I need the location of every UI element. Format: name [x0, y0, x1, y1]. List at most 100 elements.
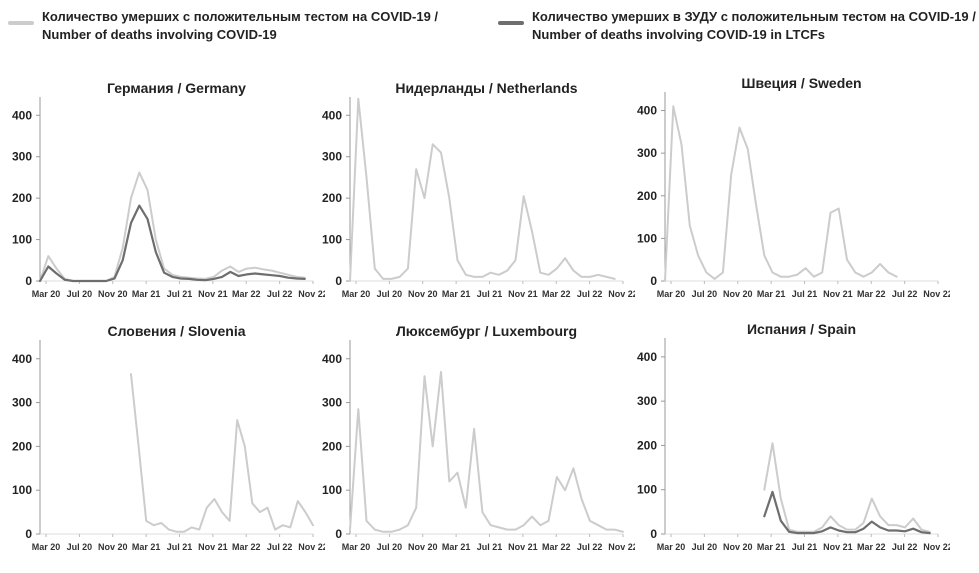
legend-swatch-all-deaths [8, 21, 34, 25]
chart-spain-series-ltcf-deaths-line [763, 490, 931, 535]
chart-germany-x-tick-label: Jul 22 [267, 289, 293, 299]
chart-spain-y-tick-label: 400 [637, 350, 657, 364]
chart-spain-y-tick-label: 300 [637, 394, 657, 408]
chart-sweden-title: Швеция / Sweden [741, 75, 861, 91]
chart-luxembourg-x-tick-label: Jul 21 [477, 542, 503, 552]
chart-sweden-x-tick-label: Nov 20 [723, 289, 753, 299]
chart-netherlands-x-tick-label: Nov 20 [408, 289, 438, 299]
chart-slovenia: Словения / Slovenia 0 100 200 300 400 Mar 20 Ju… [5, 318, 325, 573]
chart-luxembourg-y-tick-label: 200 [322, 439, 342, 453]
chart-germany-x-tick-label: Jul 20 [67, 289, 93, 299]
chart-sweden-x-tick-label: Jul 21 [792, 289, 818, 299]
chart-slovenia-y-tick-label: 0 [25, 527, 32, 541]
chart-netherlands: Нидерланды / Netherlands 0 100 200 300 400 Mar… [315, 75, 635, 330]
chart-germany-x-tick-label: Mar 21 [132, 289, 161, 299]
chart-spain-y-tick-label: 100 [637, 483, 657, 497]
chart-spain-x-tick-label: Jul 20 [692, 542, 718, 552]
chart-slovenia-x-tick-label: Nov 22 [298, 542, 325, 552]
chart-germany-x-tick-label: Nov 20 [98, 289, 128, 299]
chart-slovenia-x-tick-label: Jul 21 [167, 542, 193, 552]
chart-luxembourg-y-tick-label: 400 [322, 352, 342, 366]
chart-luxembourg-x-tick-label: Mar 21 [442, 542, 471, 552]
chart-spain-series-all-deaths-line [763, 442, 931, 533]
chart-netherlands-y-tick-label: 300 [322, 150, 342, 164]
chart-germany-x-tick-label: Jul 21 [167, 289, 193, 299]
chart-sweden-y-tick-label: 200 [637, 189, 657, 203]
chart-luxembourg-x-tick-label: Nov 20 [408, 542, 438, 552]
chart-netherlands-x-tick-label: Mar 21 [442, 289, 471, 299]
chart-germany-x-tick-label: Mar 20 [32, 289, 61, 299]
chart-spain-title: Испания / Spain [747, 321, 856, 337]
chart-sweden-x-tick-label: Mar 21 [757, 289, 786, 299]
chart-sweden-y-tick-label: 400 [637, 104, 657, 118]
chart-germany-x-tick-label: Nov 21 [198, 289, 228, 299]
chart-slovenia-series-all-deaths-line [130, 373, 314, 533]
legend-label-all-line1: Количество умерших с положительным тесто… [42, 9, 439, 24]
chart-netherlands-series-all-deaths-line [349, 97, 616, 282]
chart-slovenia-x-tick-label: Nov 20 [98, 542, 128, 552]
chart-slovenia-title: Словения / Slovenia [107, 323, 245, 339]
chart-spain-svg: Испания / Spain 0 100 200 300 400 Mar 20 Jul 20… [637, 321, 950, 552]
legend-label-all-line2: Number of deaths involving COVID-19 [42, 27, 277, 42]
chart-luxembourg-y-tick-label: 300 [322, 396, 342, 410]
chart-sweden-x-tick-label: Mar 22 [857, 289, 886, 299]
chart-slovenia-y-tick-label: 100 [12, 483, 32, 497]
chart-sweden: Швеция / Sweden 0 100 200 300 400 Mar 20 Jul 20… [630, 70, 950, 325]
chart-netherlands-y-tick-label: 100 [322, 233, 342, 247]
chart-germany-y-tick-label: 400 [12, 108, 32, 122]
chart-germany-y-tick-label: 300 [12, 150, 32, 164]
legend-swatch-ltcf-deaths [498, 21, 524, 25]
chart-netherlands-y-tick-label: 0 [335, 274, 342, 288]
chart-netherlands-x-tick-label: Jul 20 [377, 289, 403, 299]
chart-sweden-x-tick-label: Jul 22 [892, 289, 918, 299]
chart-germany-x-tick-label: Nov 22 [298, 289, 325, 299]
chart-slovenia-x-tick-label: Jul 20 [67, 542, 93, 552]
chart-luxembourg-x-tick-label: Mar 20 [342, 542, 371, 552]
chart-luxembourg-y-tick-label: 100 [322, 483, 342, 497]
chart-spain-x-tick-label: Mar 22 [857, 542, 886, 552]
chart-netherlands-x-tick-label: Mar 22 [542, 289, 571, 299]
chart-netherlands-x-tick-label: Nov 22 [608, 289, 635, 299]
chart-slovenia-y-tick-label: 200 [12, 439, 32, 453]
chart-slovenia-x-tick-label: Mar 22 [232, 542, 261, 552]
chart-germany-series-all-deaths-line [39, 171, 306, 282]
chart-slovenia-x-tick-label: Mar 21 [132, 542, 161, 552]
legend-label-ltcf-line2: Number of deaths involving COVID-19 in L… [532, 27, 826, 42]
legend-item-ltcf-deaths: Количество умерших в ЗУДУ с положительны… [498, 8, 976, 44]
chart-sweden-x-tick-label: Nov 21 [823, 289, 853, 299]
chart-sweden-y-tick-label: 100 [637, 231, 657, 245]
chart-netherlands-y-tick-label: 400 [322, 108, 342, 122]
chart-luxembourg-x-tick-label: Mar 22 [542, 542, 571, 552]
chart-slovenia-y-tick-label: 400 [12, 352, 32, 366]
chart-sweden-series-all-deaths-line [664, 105, 898, 282]
legend: Количество умерших с положительным тесто… [0, 0, 979, 50]
chart-netherlands-x-tick-label: Jul 22 [577, 289, 603, 299]
chart-sweden-svg: Швеция / Sweden 0 100 200 300 400 Mar 20 Jul 20… [637, 75, 950, 299]
chart-germany-svg: Германия / Germany 0 100 200 300 400 Mar 20 Jul… [12, 80, 325, 299]
chart-sweden-y-tick-label: 300 [637, 146, 657, 160]
chart-luxembourg-y-tick-label: 0 [335, 527, 342, 541]
chart-germany: Германия / Germany 0 100 200 300 400 Mar 20 Jul… [5, 75, 325, 330]
chart-luxembourg-series-all-deaths-line [349, 370, 624, 533]
legend-item-all-deaths: Количество умерших с положительным тесто… [8, 8, 438, 44]
chart-spain-x-tick-label: Jul 21 [792, 542, 818, 552]
chart-netherlands-title: Нидерланды / Netherlands [395, 80, 577, 96]
chart-luxembourg: Люксембург / Luxembourg 0 100 200 300 400 Mar … [315, 318, 635, 573]
chart-luxembourg-x-tick-label: Nov 21 [508, 542, 538, 552]
chart-germany-series-ltcf-deaths-line [38, 204, 306, 283]
chart-slovenia-x-tick-label: Mar 20 [32, 542, 61, 552]
chart-luxembourg-x-tick-label: Jul 20 [377, 542, 403, 552]
chart-spain-x-tick-label: Nov 21 [823, 542, 853, 552]
chart-slovenia-y-tick-label: 300 [12, 396, 32, 410]
chart-spain-x-tick-label: Nov 20 [723, 542, 753, 552]
chart-luxembourg-x-tick-label: Jul 22 [577, 542, 603, 552]
chart-spain-x-tick-label: Mar 20 [657, 542, 686, 552]
chart-germany-y-tick-label: 0 [25, 274, 32, 288]
chart-sweden-x-tick-label: Jul 20 [692, 289, 718, 299]
chart-sweden-x-tick-label: Mar 20 [657, 289, 686, 299]
chart-spain-x-tick-label: Jul 22 [892, 542, 918, 552]
chart-germany-x-tick-label: Mar 22 [232, 289, 261, 299]
chart-luxembourg-title: Люксембург / Luxembourg [396, 323, 577, 339]
chart-netherlands-svg: Нидерланды / Netherlands 0 100 200 300 400 Mar… [322, 80, 635, 299]
chart-slovenia-x-tick-label: Nov 21 [198, 542, 228, 552]
